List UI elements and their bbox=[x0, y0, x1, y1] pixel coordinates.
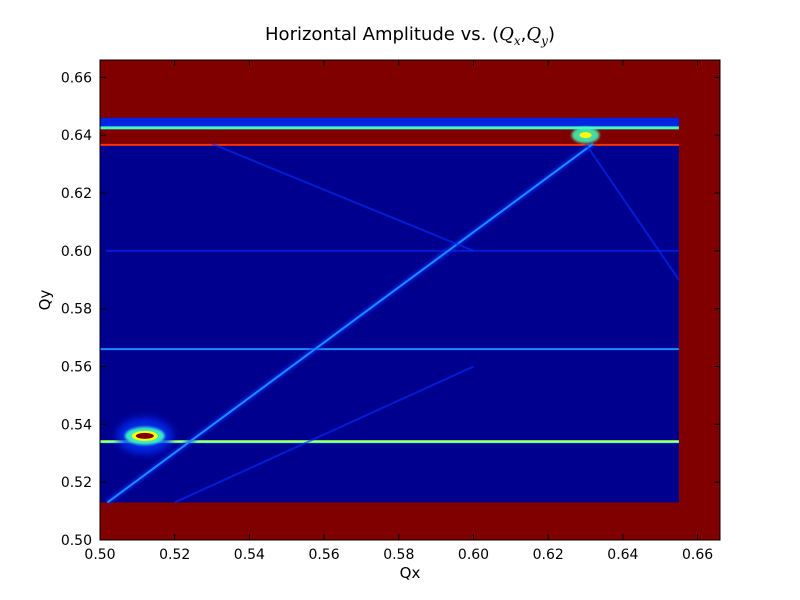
y-tick-label: 0.54 bbox=[61, 417, 92, 433]
y-tick-label: 0.58 bbox=[61, 302, 92, 318]
upper-band-edge-top bbox=[100, 126, 679, 130]
resonance-line-diagonal_lower bbox=[174, 365, 474, 504]
x-tick-label: 0.64 bbox=[607, 547, 638, 563]
hot-spot-0 bbox=[135, 432, 154, 439]
title-comma: , bbox=[521, 24, 527, 45]
x-tick-label: 0.50 bbox=[84, 547, 115, 563]
resonance-lines-group bbox=[100, 141, 680, 505]
y-tick-label: 0.64 bbox=[61, 128, 92, 144]
x-ticks: 0.50 0.52 0.54 0.56 0.58 0.60 0.62 0.64 0.66 bbox=[84, 60, 713, 563]
upper-band-halo bbox=[100, 117, 679, 130]
title-prefix: Horizontal Amplitude vs. ( bbox=[265, 24, 499, 45]
x-tick-label: 0.62 bbox=[533, 547, 564, 563]
title-suffix: ) bbox=[548, 24, 555, 45]
y-tick-label: 0.52 bbox=[61, 475, 92, 491]
resonance-line-diagonal_main bbox=[106, 143, 594, 504]
y-tick-label: 0.50 bbox=[61, 533, 92, 549]
x-tick-label: 0.56 bbox=[309, 547, 340, 563]
x-tick-label: 0.66 bbox=[682, 547, 713, 563]
resonance-line-descending_left bbox=[211, 142, 474, 252]
heatmap-plot-area bbox=[100, 60, 720, 540]
y-tick-label: 0.66 bbox=[61, 70, 92, 86]
hot-spot-1 bbox=[579, 132, 592, 139]
upper-band-edge-bottom bbox=[100, 143, 679, 146]
y-tick-label: 0.56 bbox=[61, 360, 92, 376]
x-axis-label: Qx bbox=[400, 564, 421, 582]
title-qx: Q bbox=[499, 24, 514, 45]
resonance-line-descending_right bbox=[584, 143, 680, 281]
x-tick-label: 0.54 bbox=[234, 547, 265, 563]
y-ticks: 0.50 0.52 0.54 0.56 0.58 0.60 0.62 0.64 0.66 bbox=[61, 70, 720, 549]
title-qy: Q bbox=[526, 24, 541, 45]
axes-frame bbox=[99, 59, 721, 541]
y-tick-label: 0.60 bbox=[61, 244, 92, 260]
y-tick-label: 0.62 bbox=[61, 186, 92, 202]
upper-band-saturated bbox=[100, 129, 679, 144]
x-tick-label: 0.52 bbox=[159, 547, 190, 563]
chart-title: Horizontal Amplitude vs. (Qx,Qy) bbox=[265, 24, 555, 48]
y-axis-label: Qy bbox=[36, 290, 54, 311]
saturated-band-group bbox=[100, 117, 679, 146]
title-qx-sub: x bbox=[514, 34, 521, 48]
x-tick-label: 0.58 bbox=[383, 547, 414, 563]
title-qy-sub: y bbox=[540, 34, 548, 48]
hot-spots-group bbox=[116, 127, 600, 454]
x-tick-label: 0.60 bbox=[458, 547, 489, 563]
